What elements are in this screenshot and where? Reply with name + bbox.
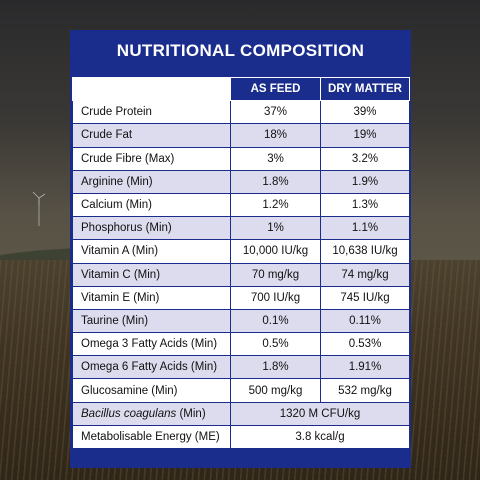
as-feed-value: 37% bbox=[230, 100, 321, 125]
as-feed-value: 1.2% bbox=[230, 192, 321, 218]
nutrient-label: Glucosamine (Min) bbox=[72, 378, 231, 403]
dry-matter-value: 3.2% bbox=[320, 146, 410, 171]
table-row: Omega 3 Fatty Acids (Min) 0.5% 0.53% bbox=[72, 332, 410, 357]
table-corner-cell bbox=[72, 76, 231, 102]
dry-matter-value: 1.3% bbox=[320, 192, 410, 218]
merged-value: 1320 M CFU/kg bbox=[230, 401, 410, 426]
dry-matter-value: 1.1% bbox=[320, 216, 410, 241]
as-feed-value: 1.8% bbox=[230, 355, 321, 380]
table-row: Arginine (Min) 1.8% 1.9% bbox=[72, 169, 410, 194]
nutrient-label: Crude Fat bbox=[72, 123, 231, 148]
nutrient-label: Phosphorus (Min) bbox=[72, 216, 231, 241]
dry-matter-value: 1.91% bbox=[320, 355, 410, 380]
dry-matter-value: 0.11% bbox=[320, 308, 410, 334]
column-header-dry-matter: DRY MATTER bbox=[320, 76, 410, 102]
table-row: Crude Fibre (Max) 3% 3.2% bbox=[72, 146, 410, 171]
dry-matter-value: 19% bbox=[320, 123, 410, 148]
as-feed-value: 700 IU/kg bbox=[230, 285, 321, 310]
nutrient-label-italic: Bacillus coagulans bbox=[81, 407, 177, 420]
dry-matter-value: 532 mg/kg bbox=[320, 378, 410, 403]
nutrition-panel: NUTRITIONAL COMPOSITION AS FEED DRY MATT… bbox=[70, 30, 411, 468]
nutrient-label: Crude Fibre (Max) bbox=[72, 146, 231, 171]
table-row: Omega 6 Fatty Acids (Min) 1.8% 1.91% bbox=[72, 355, 410, 380]
table-row: Vitamin A (Min) 10,000 IU/kg 10,638 IU/kg bbox=[72, 239, 410, 264]
nutrient-label: Vitamin C (Min) bbox=[72, 262, 231, 287]
wind-turbine-icon bbox=[32, 191, 46, 226]
dry-matter-value: 10,638 IU/kg bbox=[320, 239, 410, 264]
nutrient-label: Bacillus coagulans (Min) bbox=[72, 401, 231, 426]
table-row: Bacillus coagulans (Min) 1320 M CFU/kg bbox=[72, 401, 410, 426]
nutrient-label: Taurine (Min) bbox=[72, 308, 231, 334]
as-feed-value: 500 mg/kg bbox=[230, 378, 321, 403]
table-row: Vitamin E (Min) 700 IU/kg 745 IU/kg bbox=[72, 285, 410, 310]
table-row: Glucosamine (Min) 500 mg/kg 532 mg/kg bbox=[72, 378, 410, 403]
dry-matter-value: 39% bbox=[320, 100, 410, 125]
as-feed-value: 18% bbox=[230, 123, 321, 148]
as-feed-value: 3% bbox=[230, 146, 321, 171]
nutrient-label: Arginine (Min) bbox=[72, 169, 231, 194]
table-row: Taurine (Min) 0.1% 0.11% bbox=[72, 308, 410, 334]
table-row: Crude Protein 37% 39% bbox=[72, 100, 410, 125]
column-header-as-feed: AS FEED bbox=[230, 76, 321, 102]
table-header-row: AS FEED DRY MATTER bbox=[72, 76, 410, 102]
table-body: Crude Protein 37% 39% Crude Fat 18% 19% Crude … bbox=[72, 100, 410, 450]
nutrient-label: Omega 3 Fatty Acids (Min) bbox=[72, 332, 231, 357]
nutrient-label: Vitamin A (Min) bbox=[72, 239, 231, 264]
table-row: Metabolisable Energy (ME) 3.8 kcal/g bbox=[72, 424, 410, 450]
dry-matter-value: 1.9% bbox=[320, 169, 410, 194]
as-feed-value: 1.8% bbox=[230, 169, 321, 194]
as-feed-value: 70 mg/kg bbox=[230, 262, 321, 287]
as-feed-value: 0.1% bbox=[230, 308, 321, 334]
as-feed-value: 10,000 IU/kg bbox=[230, 239, 321, 264]
panel-title: NUTRITIONAL COMPOSITION bbox=[116, 41, 365, 60]
dry-matter-value: 74 mg/kg bbox=[320, 262, 410, 287]
nutrient-label-suffix: (Min) bbox=[176, 407, 206, 420]
table-row: Calcium (Min) 1.2% 1.3% bbox=[72, 192, 410, 218]
dry-matter-value: 0.53% bbox=[320, 332, 410, 357]
nutrition-table: AS FEED DRY MATTER Crude Protein 37% 39% Cr… bbox=[72, 76, 410, 450]
table-row: Phosphorus (Min) 1% 1.1% bbox=[72, 216, 410, 241]
table-row: Vitamin C (Min) 70 mg/kg 74 mg/kg bbox=[72, 262, 410, 287]
dry-matter-value: 745 IU/kg bbox=[320, 285, 410, 310]
as-feed-value: 1% bbox=[230, 216, 321, 241]
as-feed-value: 0.5% bbox=[230, 332, 321, 357]
nutrient-label: Crude Protein bbox=[72, 100, 231, 125]
nutrient-label: Calcium (Min) bbox=[72, 192, 231, 218]
table-row: Crude Fat 18% 19% bbox=[72, 123, 410, 148]
merged-value: 3.8 kcal/g bbox=[230, 424, 410, 450]
nutrient-label: Omega 6 Fatty Acids (Min) bbox=[72, 355, 231, 380]
nutrient-label: Vitamin E (Min) bbox=[72, 285, 231, 310]
nutrient-label: Metabolisable Energy (ME) bbox=[72, 424, 231, 450]
